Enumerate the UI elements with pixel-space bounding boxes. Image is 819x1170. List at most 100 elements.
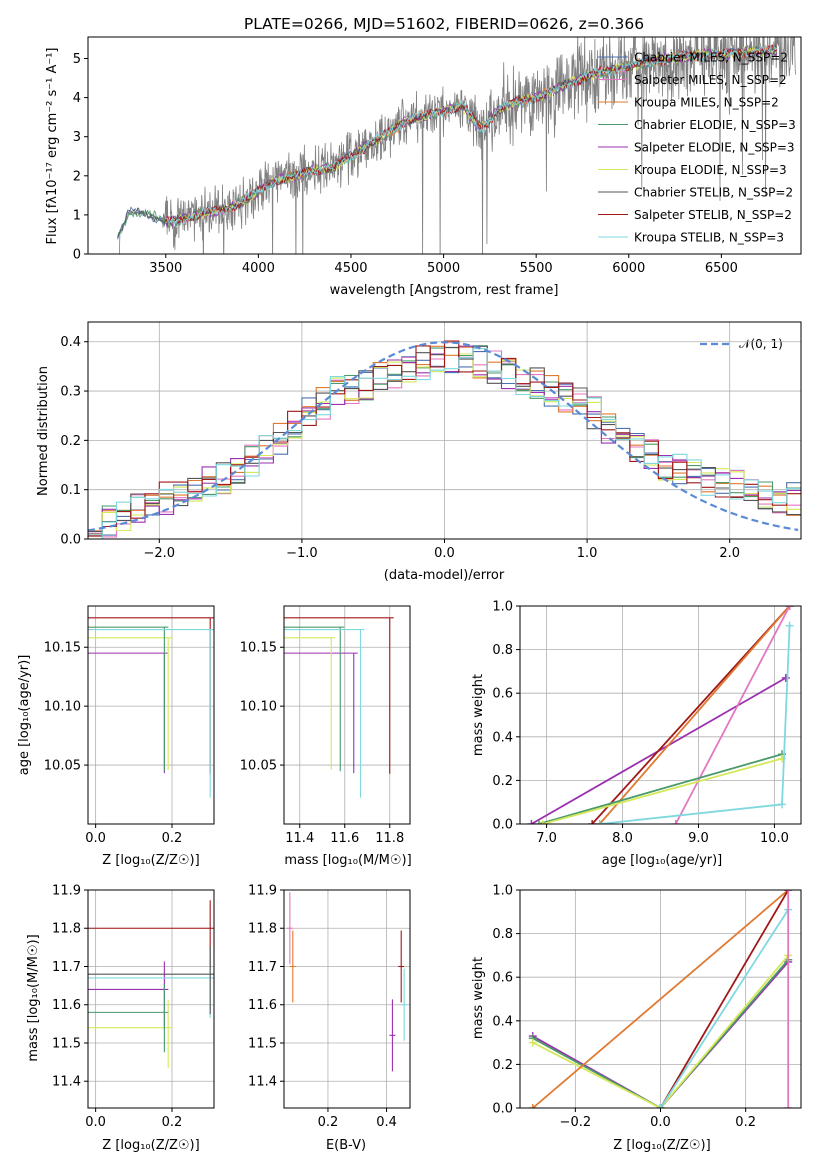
mass-weight-vs-Z-plot-area — [528, 890, 793, 1108]
mass-vs-Z-xtick-label: 0.2 — [162, 1115, 183, 1130]
mass-weight-vs-Z-series-0 — [532, 961, 789, 1108]
mass-weight-vs-Z-frame — [519, 889, 802, 1109]
mass-vs-EBV-ytick-label: 11.8 — [248, 922, 277, 937]
normal-legend-label: 𝒩(0, 1) — [739, 337, 783, 351]
age-vs-Z-ytick-label: 10.10 — [44, 700, 81, 715]
mass-weight-vs-age-xtick-label: 7.0 — [536, 831, 557, 846]
mass-vs-EBV-xlabel: E(B-V) — [326, 1138, 366, 1153]
mass-vs-EBV-frame — [283, 889, 411, 1109]
legend-label-2: Kroupa MILES, N_SSP=2 — [634, 96, 779, 110]
mass-weight-vs-Z-series-2 — [532, 954, 789, 1108]
residuals-ytick-label: 0.1 — [60, 483, 81, 498]
residuals-xtick-label: −1.0 — [286, 546, 318, 561]
mass-vs-EBV-ytick-label: 11.7 — [248, 960, 277, 975]
age-vs-mass-panel: mass [log₁₀(M/M☉)] 11.4 11.6 11.8 10.05 10.1… — [240, 605, 412, 868]
mass-vs-Z-panel: Z [log₁₀(Z/Z☉)] mass [log₁₀(M/M☉)] 0.0 0.… — [26, 884, 215, 1153]
spectrum-ylabel: Flux [fλ10⁻¹⁷ erg cm⁻² s⁻¹ A⁻¹] — [45, 48, 60, 245]
mass-vs-Z-ytick-label: 11.4 — [52, 1075, 81, 1090]
mass-vs-Z-ytick-label: 11.9 — [52, 884, 81, 899]
spectrum-xlabel: wavelength [Angstrom, rest frame] — [330, 283, 559, 298]
age-vs-Z-panel: Z [log₁₀(Z/Z☉)] age [log₁₀(age/yr)] 0.0 0… — [17, 605, 215, 868]
residuals-xtick-label: 2.0 — [719, 546, 740, 561]
age-vs-mass-frame — [283, 605, 411, 825]
legend-label-4: Salpeter ELODIE, N_SSP=3 — [634, 141, 795, 155]
residuals-xtick-label: −2.0 — [144, 546, 176, 561]
mass-weight-vs-Z-series-5 — [659, 909, 789, 1108]
mass-weight-vs-age-frame — [519, 605, 802, 825]
residuals-frame — [87, 321, 802, 540]
mass-vs-EBV-ytick-label: 11.9 — [248, 884, 277, 899]
mass-vs-EBV-panel: E(B-V) 0.2 0.4 11.4 11.5 11.6 11.7 11.8 11.9 — [248, 884, 411, 1153]
spectrum-xtick-label: 4000 — [242, 261, 275, 276]
legend-label-8: Kroupa STELIB, N_SSP=3 — [634, 231, 784, 245]
residuals-xtick-label: 0.0 — [434, 546, 455, 561]
legend-label-3: Chabrier ELODIE, N_SSP=3 — [634, 118, 796, 132]
mass-weight-vs-age-series-2 — [599, 606, 791, 824]
mass-vs-EBV-xtick-label: 0.2 — [318, 1115, 339, 1130]
weight-vs-age-panel: age [log₁₀(age/yr)] mass weight 7.0 8.0 9.… — [471, 600, 802, 868]
mass-weight-vs-Z-ytick-label: 0.4 — [492, 1014, 513, 1029]
legend-label-0: Chabrier MILES, N_SSP=2 — [634, 51, 788, 65]
mass-weight-vs-age-series-3 — [674, 606, 791, 824]
residuals-plot-area — [88, 340, 801, 539]
spectrum-ytick-label: 0 — [73, 248, 81, 263]
residuals-ytick-label: 0.4 — [60, 335, 81, 350]
weight-vs-Z-xlabel: Z [log₁₀(Z/Z☉)] — [613, 1138, 710, 1153]
mass-weight-vs-age-ytick-label: 0.2 — [492, 774, 513, 789]
spectrum-xtick-label: 3500 — [149, 261, 182, 276]
legend-label-7: Salpeter STELIB, N_SSP=2 — [634, 208, 792, 222]
age-vs-mass-xlabel: mass [log₁₀(M/M☉)] — [284, 853, 411, 868]
spectrum-xtick-label: 5000 — [427, 261, 460, 276]
mass-weight-vs-Z-ytick-label: 1.0 — [492, 884, 513, 899]
mass-weight-vs-Z-series-3 — [532, 890, 789, 1108]
weight-vs-Z-panel: Z [log₁₀(Z/Z☉)] mass weight −0.2 0.0 0.2 0.… — [471, 884, 802, 1153]
residuals-ytick-label: 0.3 — [60, 385, 81, 400]
age-vs-mass-ytick-label: 10.05 — [240, 759, 277, 774]
age-vs-Z-ytick-label: 10.05 — [44, 759, 81, 774]
mass-vs-Z-xlabel: Z [log₁₀(Z/Z☉)] — [102, 1138, 199, 1153]
residuals-xtick-label: 1.0 — [577, 546, 598, 561]
mass-vs-Z-ytick-label: 11.7 — [52, 960, 81, 975]
mass-weight-vs-Z-xtick-label: 0.0 — [650, 1115, 671, 1130]
spectrum-frame — [87, 36, 802, 255]
age-vs-Z-xlabel: Z [log₁₀(Z/Z☉)] — [102, 853, 199, 868]
mass-weight-vs-age-ytick-label: 0.8 — [492, 643, 513, 658]
mass-vs-Z-frame — [87, 889, 215, 1109]
spectrum-xtick-label: 4500 — [334, 261, 367, 276]
mass-vs-Z-ytick-label: 11.8 — [52, 922, 81, 937]
age-vs-Z-plot-area — [88, 617, 214, 798]
mass-vs-Z-plot-area — [88, 900, 214, 1068]
spectrum-ytick-label: 3 — [73, 130, 81, 145]
mass-weight-vs-age-series-6 — [599, 625, 791, 824]
mass-weight-vs-age-ytick-label: 0.4 — [492, 730, 513, 745]
spectrum-ytick-label: 4 — [73, 91, 81, 106]
mass-vs-EBV-xtick-label: 0.4 — [376, 1115, 397, 1130]
residual-histogram-8 — [88, 348, 801, 539]
mass-vs-Z-grid — [88, 889, 214, 1108]
mass-vs-EBV-grid — [284, 889, 410, 1108]
mass-vs-EBV-ytick-label: 11.6 — [248, 998, 277, 1013]
spectrum-plot-area — [115, 37, 796, 254]
age-vs-Z-xtick-label: 0.0 — [85, 831, 106, 846]
age-vs-Z-ytick-label: 10.15 — [44, 641, 81, 656]
mass-weight-vs-age-plot-area — [527, 606, 794, 824]
age-vs-Z-grid — [88, 606, 214, 824]
spectrum-panel: PLATE=0266, MJD=51602, FIBERID=0626, z=0… — [45, 15, 802, 298]
normal-curve — [88, 341, 799, 532]
mass-vs-Z-ytick-label: 11.6 — [52, 998, 81, 1013]
mass-vs-Z-ylabel: mass [log₁₀(M/M☉)] — [26, 934, 41, 1061]
age-vs-mass-ytick-label: 10.15 — [240, 641, 277, 656]
mass-weight-vs-Z-xtick-label: 0.2 — [735, 1115, 756, 1130]
spectrum-ytick-label: 5 — [73, 52, 81, 67]
age-vs-Z-xtick-label: 0.2 — [162, 831, 183, 846]
model-line-8 — [165, 44, 778, 227]
age-vs-mass-xtick-label: 11.8 — [375, 831, 404, 846]
mass-vs-Z-xtick-label: 0.0 — [85, 1115, 106, 1130]
mass-weight-vs-age-ytick-label: 0.6 — [492, 687, 513, 702]
residual-panel: (data-model)/error Normed distribution 𝒩… — [36, 321, 802, 583]
mass-vs-EBV-ytick-label: 11.5 — [248, 1036, 277, 1051]
legend-label-6: Chabrier STELIB, N_SSP=2 — [634, 186, 793, 200]
mass-weight-vs-Z-series-4 — [659, 890, 789, 1108]
spectrum-legend: Chabrier MILES, N_SSP=2 Salpeter MILES, N… — [598, 51, 796, 245]
